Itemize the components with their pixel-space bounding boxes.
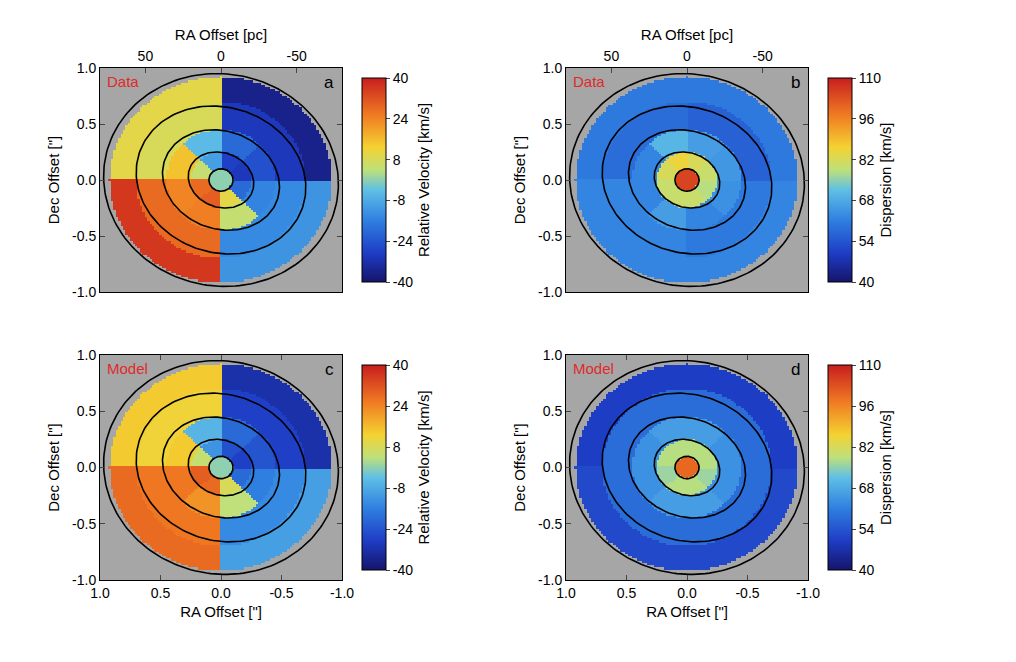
- svg-text:0.5: 0.5: [543, 116, 563, 132]
- svg-text:54: 54: [859, 233, 875, 249]
- svg-text:40: 40: [859, 274, 875, 290]
- svg-text:-0.5: -0.5: [735, 585, 759, 601]
- svg-text:-24: -24: [393, 233, 413, 249]
- svg-text:b: b: [791, 73, 800, 92]
- svg-text:Model: Model: [107, 360, 148, 377]
- svg-text:-40: -40: [393, 274, 413, 290]
- svg-text:110: 110: [859, 70, 882, 86]
- svg-text:-8: -8: [393, 480, 406, 496]
- svg-text:0.5: 0.5: [77, 403, 97, 419]
- svg-text:RA Offset ["]: RA Offset ["]: [180, 603, 262, 620]
- svg-text:68: 68: [859, 480, 875, 496]
- svg-text:1.0: 1.0: [556, 585, 576, 601]
- svg-text:40: 40: [393, 70, 409, 86]
- svg-text:8: 8: [393, 439, 401, 455]
- svg-text:0.0: 0.0: [77, 459, 97, 475]
- svg-text:-50: -50: [753, 48, 773, 64]
- svg-text:40: 40: [859, 562, 875, 578]
- svg-text:Dispersion [km/s]: Dispersion [km/s]: [877, 410, 894, 525]
- svg-text:0.0: 0.0: [211, 585, 231, 601]
- svg-text:24: 24: [393, 398, 409, 414]
- svg-text:d: d: [791, 360, 800, 379]
- svg-text:-1.0: -1.0: [330, 585, 354, 601]
- svg-text:110: 110: [859, 357, 882, 373]
- svg-text:RA Offset [pc]: RA Offset [pc]: [175, 26, 267, 43]
- svg-text:-40: -40: [393, 562, 413, 578]
- svg-text:-0.5: -0.5: [538, 516, 562, 532]
- svg-text:1.0: 1.0: [77, 60, 97, 76]
- svg-text:-0.5: -0.5: [72, 516, 96, 532]
- svg-text:-1.0: -1.0: [796, 585, 820, 601]
- svg-text:50: 50: [604, 48, 620, 64]
- svg-text:0.0: 0.0: [677, 585, 697, 601]
- svg-text:Dec Offset ["]: Dec Offset ["]: [45, 423, 62, 511]
- svg-text:Data: Data: [107, 73, 139, 90]
- svg-text:50: 50: [138, 48, 154, 64]
- svg-text:96: 96: [859, 398, 875, 414]
- svg-text:40: 40: [393, 357, 409, 373]
- svg-text:0.5: 0.5: [151, 585, 171, 601]
- svg-text:0.0: 0.0: [543, 172, 563, 188]
- svg-text:Data: Data: [573, 73, 605, 90]
- svg-text:RA Offset ["]: RA Offset ["]: [646, 603, 728, 620]
- svg-text:-50: -50: [287, 48, 307, 64]
- svg-text:24: 24: [393, 111, 409, 127]
- svg-text:96: 96: [859, 111, 875, 127]
- svg-text:0.0: 0.0: [543, 459, 563, 475]
- svg-text:RA Offset [pc]: RA Offset [pc]: [641, 26, 733, 43]
- svg-text:Dec Offset ["]: Dec Offset ["]: [511, 136, 528, 224]
- svg-text:Dispersion [km/s]: Dispersion [km/s]: [877, 122, 894, 237]
- svg-text:-0.5: -0.5: [269, 585, 293, 601]
- svg-text:a: a: [324, 73, 334, 92]
- svg-text:0.5: 0.5: [543, 403, 563, 419]
- svg-text:Model: Model: [573, 360, 614, 377]
- svg-text:0: 0: [217, 48, 225, 64]
- svg-text:68: 68: [859, 192, 875, 208]
- svg-text:1.0: 1.0: [543, 347, 563, 363]
- svg-text:-0.5: -0.5: [72, 228, 96, 244]
- svg-text:82: 82: [859, 152, 875, 168]
- svg-text:Relative Velocity [km/s]: Relative Velocity [km/s]: [415, 390, 432, 544]
- svg-text:82: 82: [859, 439, 875, 455]
- svg-text:-1.0: -1.0: [72, 572, 96, 588]
- svg-text:1.0: 1.0: [543, 60, 563, 76]
- svg-text:8: 8: [393, 152, 401, 168]
- svg-text:0.0: 0.0: [77, 172, 97, 188]
- svg-text:c: c: [325, 360, 334, 379]
- svg-text:0: 0: [683, 48, 691, 64]
- svg-text:-8: -8: [393, 192, 406, 208]
- svg-text:-1.0: -1.0: [538, 572, 562, 588]
- svg-text:1.0: 1.0: [77, 347, 97, 363]
- svg-text:1.0: 1.0: [90, 585, 110, 601]
- svg-text:-1.0: -1.0: [538, 284, 562, 300]
- svg-text:54: 54: [859, 521, 875, 537]
- svg-text:0.5: 0.5: [77, 116, 97, 132]
- svg-text:Dec Offset ["]: Dec Offset ["]: [511, 423, 528, 511]
- svg-text:Dec Offset ["]: Dec Offset ["]: [45, 136, 62, 224]
- svg-text:-24: -24: [393, 521, 413, 537]
- svg-text:Relative Velocity [km/s]: Relative Velocity [km/s]: [415, 103, 432, 257]
- svg-text:-1.0: -1.0: [72, 284, 96, 300]
- svg-text:0.5: 0.5: [617, 585, 637, 601]
- svg-text:-0.5: -0.5: [538, 228, 562, 244]
